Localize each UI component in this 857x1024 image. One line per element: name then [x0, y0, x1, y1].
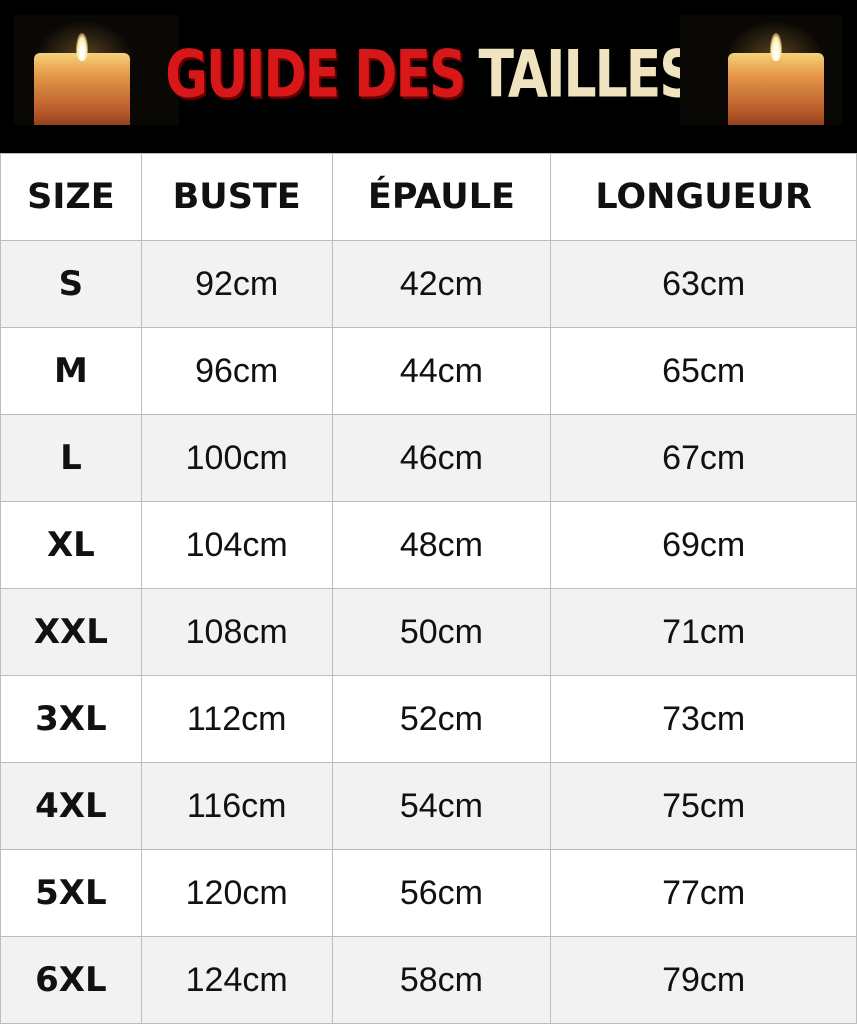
measurement-cell: 56cm [331, 849, 552, 937]
table-row: 4XL 116cm 54cm 75cm [0, 762, 857, 850]
measurement-cell: 75cm [550, 762, 857, 850]
banner: GUIDE DES TAILLES [0, 0, 857, 153]
measurement-cell: 67cm [550, 414, 857, 502]
column-header: LONGUEUR [550, 153, 857, 241]
banner-title: GUIDE DES TAILLES [160, 31, 700, 119]
measurement-cell: 73cm [550, 675, 857, 763]
column-header: BUSTE [140, 153, 333, 241]
measurement-cell: 52cm [331, 675, 552, 763]
measurement-cell: 77cm [550, 849, 857, 937]
size-cell: 5XL [0, 849, 142, 937]
measurement-cell: 71cm [550, 588, 857, 676]
measurement-cell: 54cm [331, 762, 552, 850]
measurement-cell: 46cm [331, 414, 552, 502]
measurement-cell: 104cm [140, 501, 333, 589]
table-row: XXL 108cm 50cm 71cm [0, 588, 857, 676]
size-cell: 3XL [0, 675, 142, 763]
measurement-cell: 116cm [140, 762, 333, 850]
table-row: S 92cm 42cm 63cm [0, 240, 857, 328]
measurement-cell: 124cm [140, 936, 333, 1024]
size-cell: M [0, 327, 142, 415]
size-cell: L [0, 414, 142, 502]
table-row: 6XL 124cm 58cm 79cm [0, 936, 857, 1024]
title-red: GUIDE DES [165, 37, 466, 113]
size-cell: 4XL [0, 762, 142, 850]
measurement-cell: 63cm [550, 240, 857, 328]
measurement-cell: 44cm [331, 327, 552, 415]
table-row: M 96cm 44cm 65cm [0, 327, 857, 415]
size-cell: XL [0, 501, 142, 589]
measurement-cell: 100cm [140, 414, 333, 502]
measurement-cell: 65cm [550, 327, 857, 415]
flame-icon [76, 33, 88, 61]
column-header: SIZE [0, 153, 142, 241]
measurement-cell: 112cm [140, 675, 333, 763]
measurement-cell: 69cm [550, 501, 857, 589]
table-row: 3XL 112cm 52cm 73cm [0, 675, 857, 763]
header-row: SIZE BUSTE ÉPAULE LONGUEUR [0, 153, 857, 241]
measurement-cell: 96cm [140, 327, 333, 415]
table-row: 5XL 120cm 56cm 77cm [0, 849, 857, 937]
measurement-cell: 42cm [331, 240, 552, 328]
column-header: ÉPAULE [331, 153, 552, 241]
table-row: L 100cm 46cm 67cm [0, 414, 857, 502]
size-cell: 6XL [0, 936, 142, 1024]
measurement-cell: 48cm [331, 501, 552, 589]
measurement-cell: 120cm [140, 849, 333, 937]
title-cream: TAILLES [478, 37, 696, 113]
measurement-cell: 108cm [140, 588, 333, 676]
candle-image-right [680, 15, 842, 125]
measurement-cell: 58cm [331, 936, 552, 1024]
flame-icon [770, 33, 782, 61]
measurement-cell: 79cm [550, 936, 857, 1024]
measurement-cell: 92cm [140, 240, 333, 328]
size-cell: XXL [0, 588, 142, 676]
size-cell: S [0, 240, 142, 328]
table-row: XL 104cm 48cm 69cm [0, 501, 857, 589]
measurement-cell: 50cm [331, 588, 552, 676]
size-table: SIZE BUSTE ÉPAULE LONGUEUR S 92cm 42cm 63cm M 96… [0, 153, 857, 1024]
candle-image-left [14, 15, 179, 125]
